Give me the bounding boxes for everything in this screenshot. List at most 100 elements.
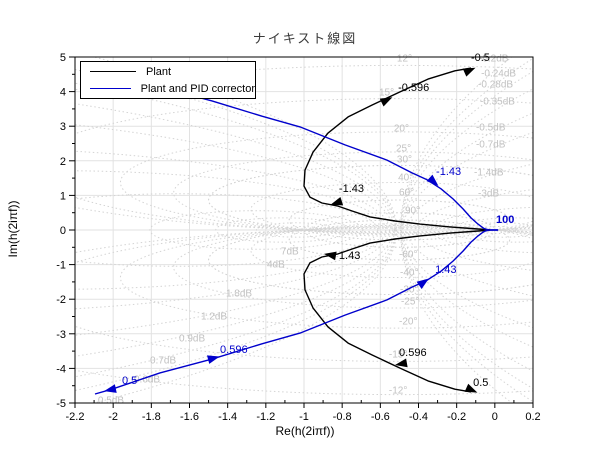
iso-gain-circle <box>75 69 397 391</box>
iso-gain-circle <box>75 103 395 357</box>
x-tick-label: 0.2 <box>525 411 540 423</box>
legend-label-plant: Plant <box>146 65 172 78</box>
iso-gain-circle <box>75 193 379 267</box>
frequency-label: -0.596 <box>398 82 429 94</box>
x-tick-label: -1 <box>299 411 309 423</box>
iso-phase-circle <box>173 225 533 309</box>
iso-gain-circle <box>92 57 397 403</box>
direction-arrow <box>324 251 337 261</box>
grid-label: -25° <box>401 296 419 307</box>
frequency-label: -0.5 <box>471 52 490 64</box>
y-tick-label: -3 <box>56 329 66 341</box>
iso-gain-circle <box>462 222 533 238</box>
frequency-label: 1.43 <box>435 264 456 276</box>
grid-label: 1.2dB <box>201 312 227 323</box>
grid-label: 20° <box>394 123 409 134</box>
direction-arrow <box>379 97 393 107</box>
x-tick-label: -1.6 <box>180 411 199 423</box>
plant-line-swatch <box>90 71 136 72</box>
legend-label-pid: Plant and PID corrector <box>140 82 255 95</box>
iso-phase-circle <box>120 131 533 234</box>
grid-label: -0.24dB <box>481 68 516 79</box>
iso-phase-circle <box>288 219 511 261</box>
grid-label: -30° <box>400 285 418 296</box>
grid-label: -0.5dB <box>476 122 506 133</box>
grid-label: -1.4dB <box>474 167 504 178</box>
curve-plant <box>303 229 491 393</box>
direction-arrow <box>464 383 478 393</box>
iso-phase-circle <box>288 199 511 241</box>
direction-arrow <box>206 355 220 364</box>
y-tick-label: -4 <box>56 363 66 375</box>
iso-gain-circle <box>149 210 364 250</box>
frequency-label: 1.43 <box>339 250 360 262</box>
frequency-label: -1.43 <box>436 166 461 178</box>
x-tick-label: -0.8 <box>333 411 352 423</box>
grid-label: -0.2dB <box>479 54 509 65</box>
legend-item-plant: Plant <box>81 65 255 79</box>
iso-gain-circle <box>75 82 396 378</box>
grid-label: -20° <box>399 316 417 327</box>
iso-gain-circle <box>75 124 394 336</box>
frequency-label: 0.596 <box>399 347 427 359</box>
direction-arrow <box>395 358 408 368</box>
frequency-label: 0.5 <box>122 375 137 387</box>
x-tick-label: -0.2 <box>447 411 466 423</box>
grid-label: -15° <box>389 349 407 360</box>
grid-label: 60° <box>399 187 414 198</box>
grid-label: 7dB <box>281 247 299 258</box>
grid-label: -0.7dB <box>476 139 506 150</box>
x-tick-label: 0 <box>492 411 498 423</box>
grid-label: -60° <box>399 249 417 260</box>
iso-phase-circle <box>208 164 533 236</box>
direction-arrow <box>104 384 117 393</box>
direction-arrow <box>462 67 476 77</box>
direction-arrow <box>330 196 344 206</box>
direction-arrow <box>416 278 429 289</box>
iso-phase-circle <box>120 226 533 329</box>
iso-phase-circle <box>75 227 533 362</box>
iso-phase-circle <box>75 227 533 396</box>
curve-plant <box>303 67 491 231</box>
iso-phase-circle <box>75 64 533 233</box>
grid-label: 15° <box>379 87 394 98</box>
grid-label: -0.28dB <box>478 79 513 90</box>
grid-label: -40° <box>400 267 418 278</box>
legend: Plant Plant and PID corrector <box>80 61 256 99</box>
grid-label: -3dB <box>478 188 499 199</box>
y-tick-label: 2 <box>60 156 66 168</box>
legend-item-pid: Plant and PID corrector <box>81 82 255 96</box>
x-tick-label: -0.4 <box>409 411 428 423</box>
y-tick-label: -5 <box>56 398 66 410</box>
y-tick-label: 0 <box>60 225 66 237</box>
chart-title: ナイキスト線図 <box>252 31 358 46</box>
iso-gain-circle <box>282 226 322 234</box>
direction-arrow <box>426 174 439 186</box>
iso-phase-circle <box>75 98 533 233</box>
y-tick-label: 3 <box>60 121 66 133</box>
grid-label: 90° <box>405 205 420 216</box>
y-tick-label: -1 <box>56 260 66 272</box>
grid-label: 1.8dB <box>226 288 252 299</box>
iso-gain-circle <box>448 217 533 243</box>
frequency-label: -1.43 <box>339 183 364 195</box>
y-tick-label: -2 <box>56 294 66 306</box>
grid-label: -12° <box>389 385 407 396</box>
iso-phase-circle <box>250 223 533 279</box>
grid-label: 0.7dB <box>150 356 176 367</box>
grid-label: 0.5dB <box>98 395 124 406</box>
y-tick-label: 5 <box>60 52 66 64</box>
iso-gain-circle <box>476 226 517 234</box>
grid-label: 25° <box>396 143 411 154</box>
x-tick-label: -2.2 <box>66 411 85 423</box>
iso-phase-circle <box>208 224 533 296</box>
grid-label: 40° <box>398 173 413 184</box>
frequency-label: 0.596 <box>220 344 248 356</box>
iso-phase-circle <box>250 181 533 237</box>
grid-label: 12° <box>397 54 412 65</box>
iso-phase-circle <box>173 151 533 235</box>
frequency-label: 100 <box>496 214 514 226</box>
frequency-label: 0.5 <box>473 377 488 389</box>
